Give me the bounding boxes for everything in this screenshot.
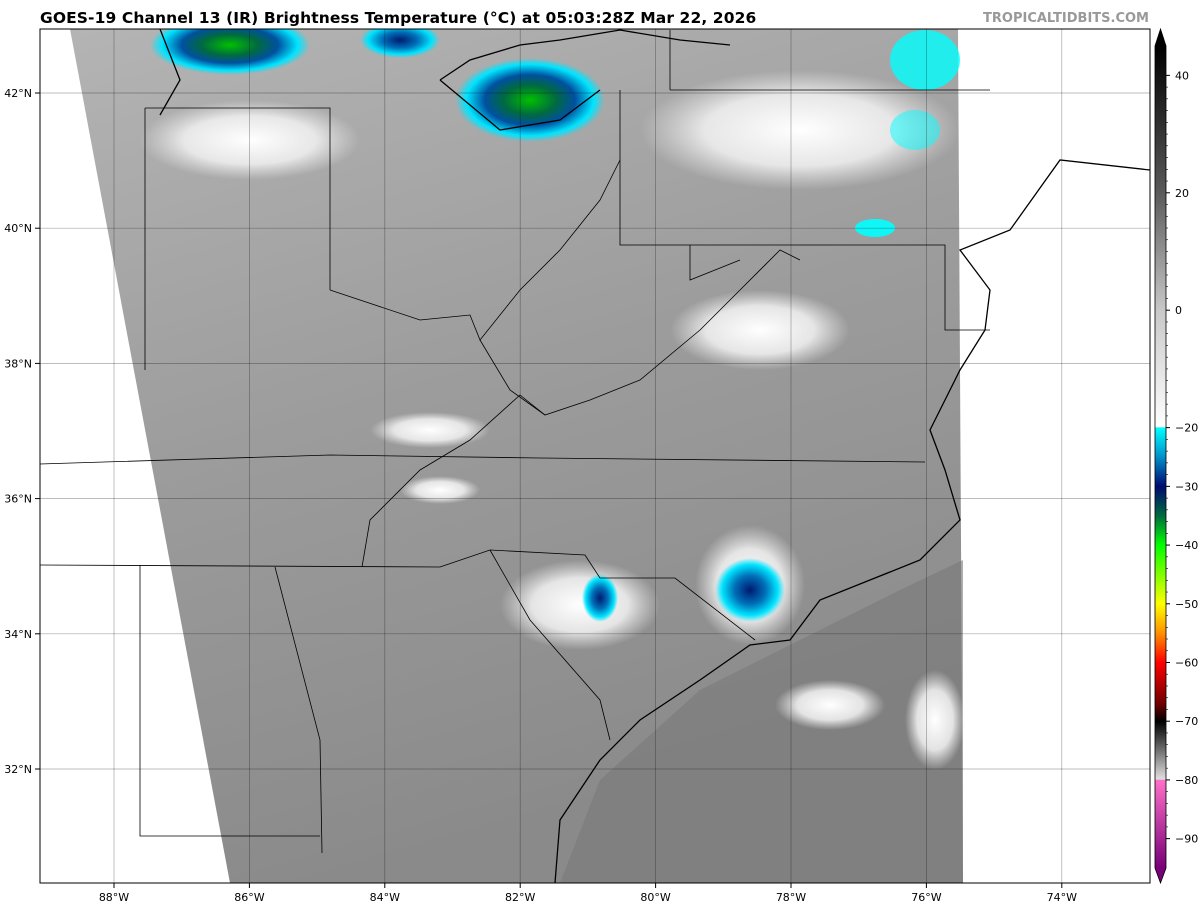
lat-tick-label: 32°N	[4, 763, 32, 776]
watermark: TROPICALTIDBITS.COM	[983, 11, 1149, 26]
lon-tick-label: 82°W	[505, 891, 535, 904]
state-borders	[40, 30, 990, 854]
map-title: GOES-19 Channel 13 (IR) Brightness Tempe…	[40, 9, 757, 27]
lon-tick-label: 76°W	[911, 891, 941, 904]
colorbar-tick-label: 40	[1175, 69, 1189, 82]
lat-tick-label: 34°N	[4, 628, 32, 641]
colorbar-tick-label: −80	[1175, 774, 1198, 787]
cloud-field	[140, 29, 965, 770]
map-frame	[39, 28, 1151, 884]
ocean-region	[560, 560, 963, 883]
colorbar-tick-label: −50	[1175, 598, 1198, 611]
coastline	[159, 29, 1150, 883]
colorbar-scale	[1155, 46, 1166, 868]
colorbar-tick-label: −20	[1175, 422, 1198, 435]
lon-tick-label: 80°W	[640, 891, 670, 904]
colorbar-tick-label: 0	[1175, 304, 1182, 317]
lat-lon-grid	[40, 29, 1150, 883]
colorbar-tick-label: −90	[1175, 833, 1198, 846]
lon-tick-label: 86°W	[234, 891, 264, 904]
satellite-swath	[70, 29, 963, 883]
lon-tick-label: 74°W	[1047, 891, 1077, 904]
colorbar-tick-label: −70	[1175, 715, 1198, 728]
lon-tick-label: 88°W	[99, 891, 129, 904]
lat-tick-label: 40°N	[4, 222, 32, 235]
colorbar-tick-label: 20	[1175, 187, 1189, 200]
colorbar-min-arrow	[1155, 868, 1166, 883]
lat-tick-label: 42°N	[4, 87, 32, 100]
lat-tick-label: 36°N	[4, 493, 32, 506]
colorbar-tick-label: −60	[1175, 657, 1198, 670]
colorbar-tick-label: −30	[1175, 480, 1198, 493]
lon-tick-label: 78°W	[776, 891, 806, 904]
colorbar-tick-label: −40	[1175, 539, 1198, 552]
lon-tick-label: 84°W	[370, 891, 400, 904]
colorbar-max-arrow	[1155, 29, 1166, 46]
lat-tick-label: 38°N	[4, 357, 32, 370]
colorbar: 40 20 0 −20 −30 −40 −50 −60 −70 −80 −90	[1154, 27, 1198, 885]
